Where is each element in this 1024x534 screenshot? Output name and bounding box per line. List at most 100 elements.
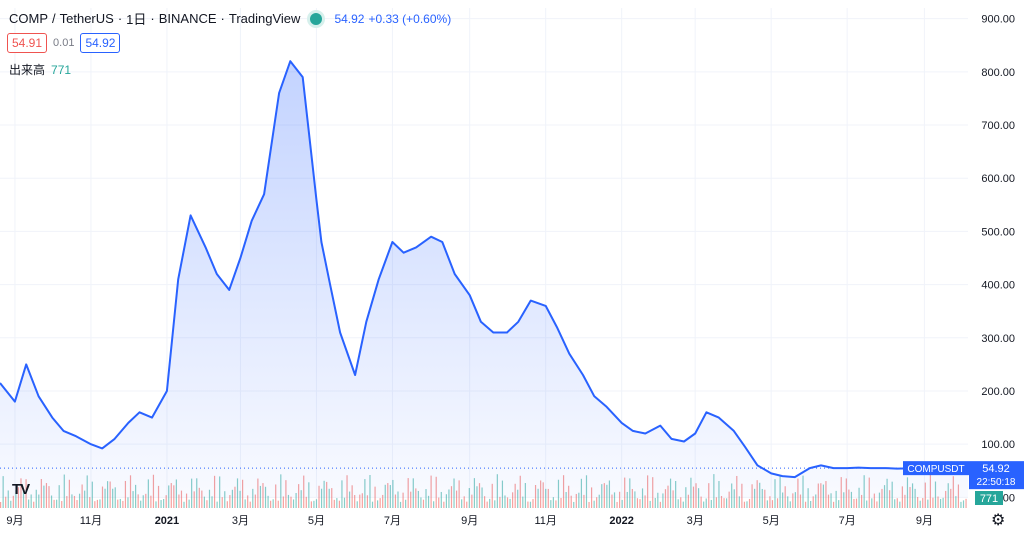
volume-bar <box>22 491 25 508</box>
volume-bar <box>733 489 735 508</box>
volume-bar <box>290 496 292 508</box>
volume-bar <box>746 501 748 508</box>
volume-bar <box>769 496 771 508</box>
volume-bar <box>873 493 875 508</box>
volume-bar <box>216 501 218 508</box>
volume-bar <box>761 488 763 508</box>
volume-bar <box>899 501 901 508</box>
buy-button[interactable]: 54.92 <box>80 33 121 53</box>
symbol-label[interactable]: COMP <box>9 11 48 26</box>
volume-bar <box>835 490 837 508</box>
quote-label: TetherUS <box>59 11 114 26</box>
volume-bar <box>484 496 486 508</box>
volume-bar <box>96 499 98 508</box>
volume-bar <box>677 499 679 508</box>
volume-bar <box>789 501 791 508</box>
y-tick-label: 100.00 <box>981 439 1015 451</box>
volume-bar <box>203 496 205 508</box>
y-tick-label: 900.00 <box>981 14 1015 26</box>
volume-bar <box>440 491 442 508</box>
volume-bar <box>244 499 246 508</box>
volume-bar <box>570 495 572 508</box>
volume-bar <box>547 488 549 508</box>
volume-bar <box>626 491 628 508</box>
volume-bar <box>799 494 802 508</box>
volume-bar <box>522 496 524 508</box>
volume-bar <box>565 492 567 508</box>
volume-bar <box>866 500 868 508</box>
x-tick-label: 5月 <box>308 515 325 527</box>
volume-bar <box>193 491 195 508</box>
interval-label[interactable]: 1日 <box>126 12 147 27</box>
volume-bar <box>527 501 529 508</box>
volume-bar <box>66 496 68 508</box>
volume-bar <box>206 500 208 508</box>
volume-bar <box>843 492 845 508</box>
volume-bar <box>657 492 659 508</box>
volume-bar <box>397 491 399 508</box>
volume-bar <box>659 501 661 508</box>
y-tick-label: 800.00 <box>981 67 1015 79</box>
volume-bar <box>687 494 689 508</box>
volume-bar <box>422 499 425 508</box>
volume-bar <box>420 497 422 508</box>
volume-bar <box>165 495 167 508</box>
volume-bar <box>552 497 554 508</box>
volume-bar <box>621 499 623 508</box>
volume-bar <box>636 498 639 508</box>
volume-bar <box>710 499 712 508</box>
volume-bar <box>7 490 9 508</box>
chart-legend: COMP / TetherUS · 1日 · BINANCE · Trading… <box>9 9 451 28</box>
market-status-icon[interactable] <box>310 12 323 25</box>
volume-bar <box>754 488 756 508</box>
y-tick-label: 400.00 <box>981 280 1015 292</box>
volume-bar <box>766 500 768 508</box>
volume-bar <box>512 492 514 508</box>
volume-bar <box>402 492 404 508</box>
volume-bar <box>827 494 830 508</box>
volume-bar <box>38 494 40 508</box>
volume-bar <box>0 502 2 508</box>
volume-bar <box>537 488 539 508</box>
volume-bar <box>509 498 511 508</box>
y-tick-label: 500.00 <box>981 226 1015 238</box>
volume-bar <box>178 494 180 508</box>
volume-bar <box>639 499 641 508</box>
volume-bar <box>247 495 249 508</box>
volume-bar <box>682 501 684 508</box>
volume-bar <box>705 498 707 508</box>
volume-bar <box>180 490 183 508</box>
volume-bar <box>433 501 435 508</box>
volume-bar <box>807 488 809 508</box>
volume-bar <box>394 494 397 508</box>
volume-bar <box>550 500 552 508</box>
volume-bar <box>94 501 96 508</box>
volume-bar <box>226 501 228 508</box>
volume-bar <box>917 496 919 508</box>
volume-bar <box>776 498 779 508</box>
volume-bar <box>723 498 725 508</box>
volume-bar <box>848 489 850 508</box>
x-tick-label: 11月 <box>80 515 102 527</box>
volume-bar <box>945 490 947 508</box>
volume-bar <box>664 489 667 508</box>
volume-bar <box>443 501 445 508</box>
volume-bar <box>468 488 470 508</box>
sell-button[interactable]: 54.91 <box>7 33 48 53</box>
volume-bar <box>471 494 473 508</box>
volume-bar <box>140 500 142 508</box>
gear-icon[interactable]: ⚙ <box>991 512 1006 529</box>
volume-bar <box>506 497 509 508</box>
volume-bar <box>832 501 835 508</box>
volume-bar <box>150 495 152 508</box>
volume-bar <box>838 500 840 508</box>
tradingview-logo-icon[interactable]: TV <box>12 481 30 498</box>
symbol-separator: / <box>52 11 56 26</box>
volume-bar <box>78 493 81 508</box>
y-tick-label: 200.00 <box>981 386 1015 398</box>
volume-bar <box>76 500 78 508</box>
symbol-badge-label: COMPUSDT <box>907 464 964 475</box>
volume-bar <box>313 500 315 508</box>
volume-bar <box>35 489 37 508</box>
